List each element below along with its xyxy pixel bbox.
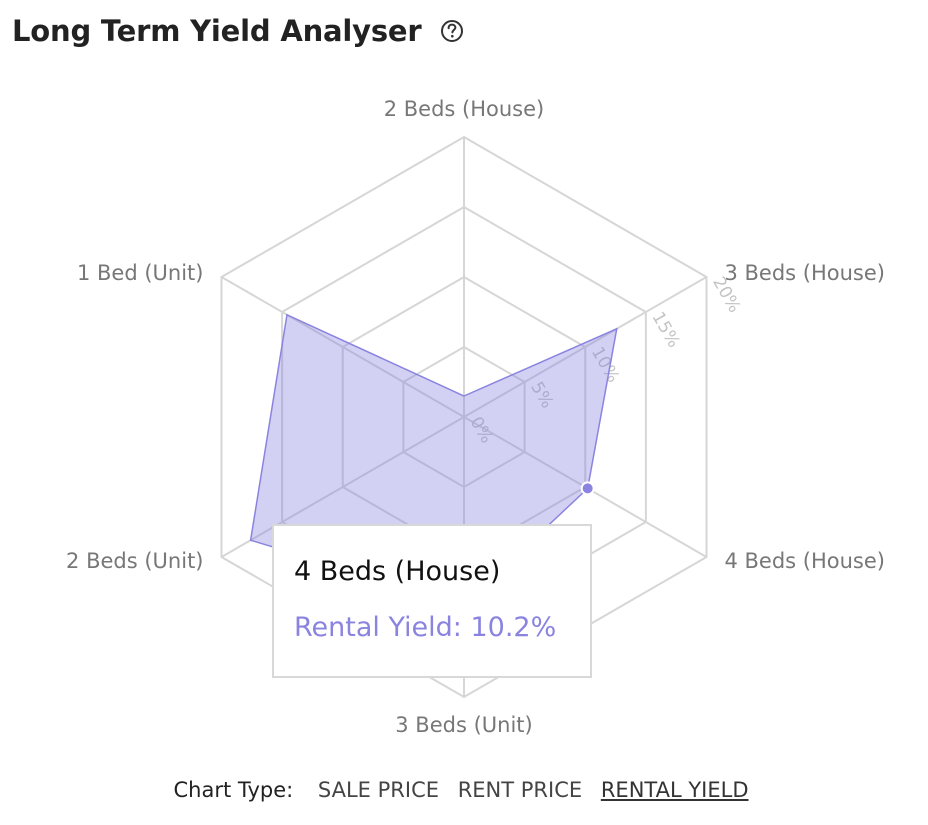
- tooltip-series-label: Rental Yield: [294, 612, 453, 643]
- grid-spoke: [221, 276, 465, 418]
- axis-label: 2 Beds (Unit): [66, 549, 203, 573]
- axis-label: 4 Beds (House): [724, 549, 885, 573]
- question-circle-icon[interactable]: [439, 18, 465, 44]
- tooltip-title: 4 Beds (House): [294, 556, 501, 587]
- grid-spoke: [463, 276, 707, 418]
- axis-label: 2 Beds (House): [384, 97, 545, 121]
- chart-type-label: Chart Type:: [173, 778, 294, 802]
- page-title: Long Term Yield Analyser: [12, 14, 422, 48]
- header: Long Term Yield Analyser: [12, 14, 465, 48]
- chart-type-rental-yield[interactable]: RENTAL YIELD: [600, 778, 749, 802]
- chart-tooltip: 4 Beds (House) Rental Yield: 10.2%: [272, 524, 592, 678]
- grid-spoke: [221, 416, 465, 558]
- chart-type-rent-price[interactable]: RENT PRICE: [457, 778, 583, 802]
- tooltip-value: 10.2%: [470, 612, 557, 643]
- radar-axis-labels: 2 Beds (House) 3 Beds (House) 4 Beds (Hous…: [66, 97, 885, 737]
- axis-label: 1 Bed (Unit): [77, 261, 204, 285]
- tick-label: 15%: [648, 309, 684, 352]
- chart-type-selector: Chart Type: SALE PRICE RENT PRICE RENTAL…: [0, 778, 928, 802]
- axis-label: 3 Beds (House): [724, 261, 885, 285]
- axis-label: 3 Beds (Unit): [395, 713, 532, 737]
- data-point-highlighted[interactable]: [580, 481, 595, 496]
- chart-type-sale-price[interactable]: SALE PRICE: [317, 778, 439, 802]
- tooltip-value-row: Rental Yield: 10.2%: [294, 612, 557, 643]
